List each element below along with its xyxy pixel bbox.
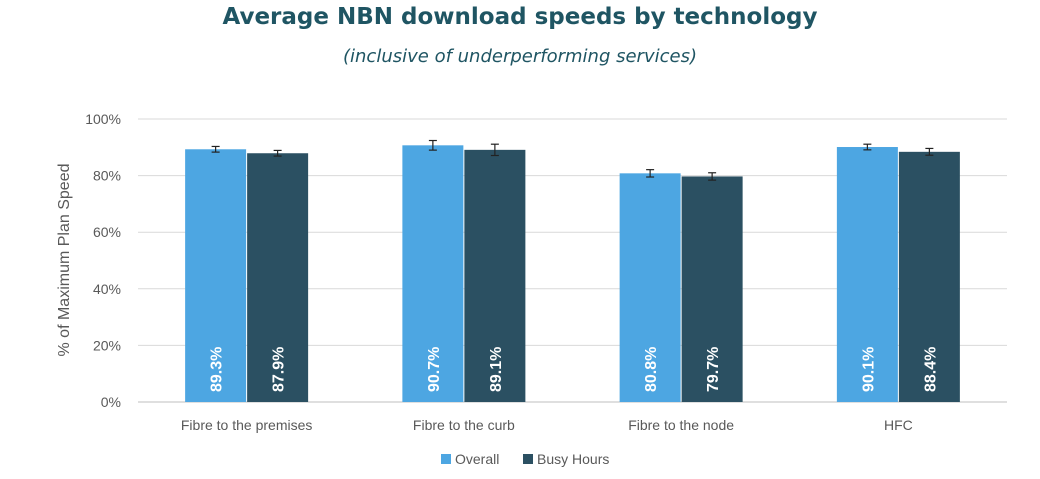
x-axis-ticks: Fibre to the premises Fibre to the curb Fi… [181, 417, 913, 433]
data-label: 89.1% [488, 347, 505, 392]
legend-label: Overall [455, 451, 499, 467]
x-tick-label: Fibre to the premises [181, 417, 313, 433]
x-tick-label: Fibre to the curb [413, 417, 515, 433]
y-axis-label: % of Maximum Plan Speed [56, 164, 73, 357]
data-label: 88.4% [922, 347, 939, 392]
bar [402, 145, 464, 402]
y-tick-label: 40% [93, 281, 121, 297]
legend-label: Busy Hours [537, 451, 609, 467]
y-tick-label: 100% [85, 111, 121, 127]
data-label: 79.7% [705, 347, 722, 392]
bar [185, 149, 247, 402]
chart-title: Average NBN download speeds by technolog… [222, 4, 818, 30]
bar [247, 153, 309, 402]
x-tick-label: Fibre to the node [628, 417, 734, 433]
data-label: 90.7% [426, 347, 443, 392]
bar [898, 151, 960, 402]
data-label: 90.1% [860, 347, 877, 392]
bar [464, 149, 526, 402]
bar [619, 173, 681, 402]
y-tick-label: 20% [93, 337, 121, 353]
y-tick-label: 60% [93, 224, 121, 240]
legend-swatch [441, 454, 451, 464]
data-label: 87.9% [271, 347, 288, 392]
data-label: 80.8% [643, 347, 660, 392]
bar [681, 176, 743, 402]
y-tick-label: 0% [101, 394, 121, 410]
bar [836, 147, 898, 402]
bars: 89.3% 87.9% 90.7% 89.1% 80.8% 79.7% 90.1% 88.4% [185, 139, 960, 402]
chart-subtitle: (inclusive of underperforming services) [343, 46, 697, 67]
legend-swatch [523, 454, 533, 464]
legend: Overall Busy Hours [441, 451, 609, 467]
data-label: 89.3% [209, 347, 226, 392]
y-axis-ticks: 0% 20% 40% 60% 80% 100% [85, 111, 121, 410]
x-tick-label: HFC [884, 417, 913, 433]
y-tick-label: 80% [93, 168, 121, 184]
